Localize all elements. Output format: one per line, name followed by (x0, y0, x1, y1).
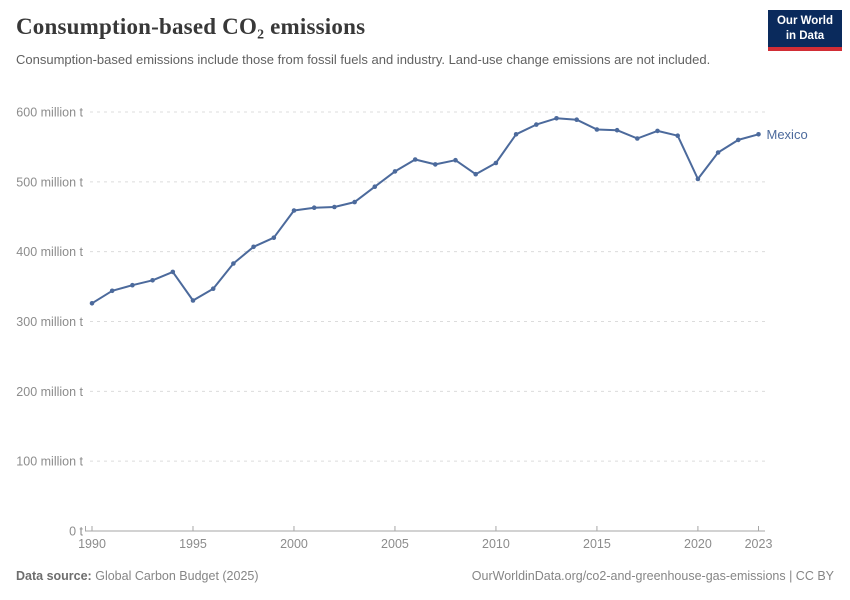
y-axis-tick-label: 200 million t (16, 385, 83, 399)
chart-subtitle: Consumption-based emissions include thos… (16, 52, 711, 67)
data-point (190, 298, 196, 303)
data-source-label: Data source: (16, 569, 92, 583)
data-point (291, 208, 297, 213)
owid-logo: Our World in Data (768, 10, 842, 51)
owid-logo-line2: in Data (785, 29, 825, 42)
data-point (150, 278, 155, 283)
data-source: Data source: Global Carbon Budget (2025) (16, 569, 259, 583)
x-axis-tick-label: 1990 (78, 537, 106, 551)
data-source-value: Global Carbon Budget (2025) (95, 569, 259, 583)
data-point (392, 169, 398, 174)
owid-logo-line1: Our World (776, 15, 833, 28)
x-axis-tick-label: 2010 (482, 537, 510, 551)
page-title: Consumption-based CO₂ emissions (16, 14, 366, 39)
data-point (372, 184, 378, 189)
x-axis-tick-label: 2015 (583, 537, 611, 551)
y-axis-tick-label: 0 t (69, 525, 83, 539)
data-point (109, 288, 115, 294)
attribution: OurWorldinData.org/co2-and-greenhouse-ga… (471, 569, 834, 583)
data-point (534, 122, 539, 127)
data-point (513, 132, 519, 137)
data-point (89, 301, 95, 306)
y-axis-tick-label: 100 million t (16, 455, 83, 469)
chart-footer: Data source: Global Carbon Budget (2025)… (16, 569, 834, 583)
data-point (433, 162, 438, 167)
data-point (756, 132, 761, 137)
data-point (594, 127, 600, 132)
data-point (352, 199, 357, 205)
series-label: Mexico (767, 127, 808, 142)
data-point (231, 261, 236, 266)
data-point (251, 244, 256, 250)
data-point (715, 150, 721, 155)
data-point (311, 205, 317, 210)
data-point (412, 157, 418, 162)
data-point (574, 117, 579, 122)
y-axis-tick-label: 400 million t (16, 245, 83, 259)
data-point (655, 128, 660, 134)
data-point (736, 137, 741, 143)
y-axis-tick-label: 600 million t (16, 106, 83, 120)
data-point (170, 269, 176, 275)
data-point (614, 127, 620, 133)
x-axis-tick-label: 2005 (381, 537, 409, 551)
x-axis-tick-label: 1995 (179, 537, 207, 551)
data-point (332, 204, 337, 210)
y-axis-tick-label: 500 million t (16, 175, 83, 189)
data-point (554, 116, 559, 121)
y-axis-tick-label: 300 million t (16, 315, 83, 329)
data-point (635, 136, 640, 141)
line-series-mexico (91, 117, 760, 305)
x-axis-tick-label: 2023 (745, 537, 773, 551)
data-point (453, 157, 458, 163)
data-point (493, 160, 499, 166)
x-axis-tick-label: 2020 (684, 537, 712, 551)
data-point (130, 282, 135, 288)
data-point (695, 176, 701, 182)
x-axis-tick-label: 2000 (280, 537, 308, 551)
data-point (210, 286, 216, 292)
data-point (675, 133, 680, 138)
data-point (473, 171, 479, 177)
data-point (271, 235, 277, 240)
